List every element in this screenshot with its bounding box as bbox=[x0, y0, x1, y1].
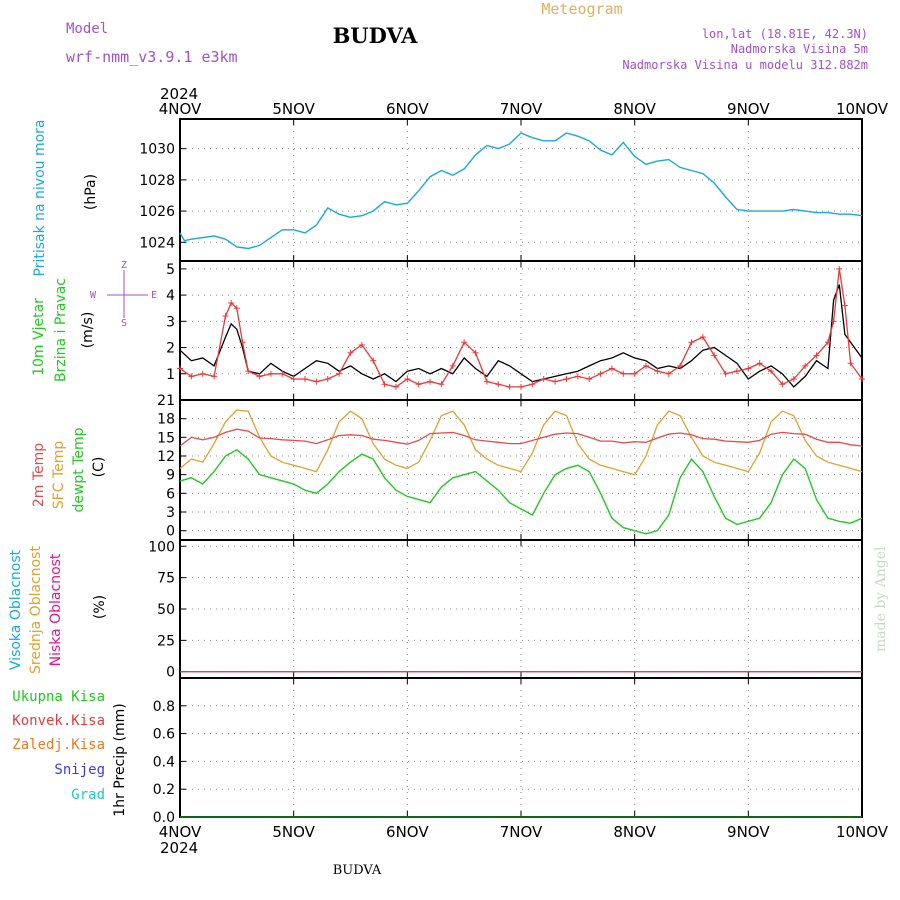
compass-z: Z bbox=[121, 260, 127, 271]
y-tick-label: 12 bbox=[157, 449, 175, 465]
x-tick-label-top: 9NOV bbox=[727, 100, 770, 118]
y-tick-label: 75 bbox=[157, 571, 175, 587]
y-tick-label: 0.8 bbox=[153, 699, 175, 715]
station-title: BUDVA bbox=[333, 23, 419, 48]
x-tick-label-bottom: 9NOV bbox=[727, 823, 770, 841]
dewpt-line bbox=[179, 448, 863, 535]
y-tick-label: 0.2 bbox=[153, 782, 175, 798]
temp-unit: (C) bbox=[91, 457, 107, 478]
x-axis-bottom: 4NOV 5NOV 6NOV 7NOV 8NOV 9NOV 10NOV bbox=[159, 823, 889, 841]
y-tick-label: 3 bbox=[166, 505, 175, 521]
elevation-label: Nadmorska Visina 5m bbox=[731, 42, 868, 56]
pressure-panel: 1024 1026 1028 1030 bbox=[139, 118, 863, 262]
high-cloud-label: Visoka Oblacnost bbox=[8, 549, 24, 670]
mid-cloud-label: Srednja Oblacnost bbox=[28, 546, 44, 674]
wind-compass: Z S E W bbox=[90, 260, 157, 329]
sfc-temp-line bbox=[179, 409, 863, 476]
y-tick-label: 0.4 bbox=[153, 754, 175, 770]
x-tick-label-top: 8NOV bbox=[613, 100, 656, 118]
y-tick-label: 0 bbox=[166, 665, 175, 681]
y-tick-label: 1024 bbox=[139, 235, 175, 251]
x-tick-label-bottom: 5NOV bbox=[272, 823, 315, 841]
gridlines bbox=[180, 261, 862, 400]
y-tick-label: 0 bbox=[166, 524, 175, 540]
temperature-panel: 0 3 6 9 12 15 18 21 bbox=[157, 393, 863, 541]
year-top: 2024 bbox=[160, 85, 198, 103]
product-title: Meteogram bbox=[541, 0, 622, 18]
x-tick-label-bottom: 8NOV bbox=[613, 823, 656, 841]
y-tick-label: 25 bbox=[157, 633, 175, 649]
y-tick-label: 3 bbox=[166, 314, 175, 330]
precip-panel: 0.0 0.2 0.4 0.6 0.8 bbox=[153, 677, 863, 826]
dewpt-label: dewpt Temp bbox=[71, 427, 87, 512]
y-tick-label: 100 bbox=[148, 539, 175, 555]
compass-s: S bbox=[121, 318, 127, 329]
legend-hail: Grad bbox=[71, 787, 105, 803]
y-tick-label: 1 bbox=[166, 367, 175, 383]
x-tick-label-top: 4NOV bbox=[159, 100, 202, 118]
sfc-temp-label: SFC Temp bbox=[51, 441, 67, 510]
legend-snow: Snijeg bbox=[54, 762, 105, 778]
y-tick-label: 4 bbox=[166, 288, 175, 304]
x-tick-label-top: 7NOV bbox=[500, 100, 543, 118]
cloud-unit: (%) bbox=[92, 595, 108, 619]
model-elevation-label: Nadmorska Visina u modelu 312.882m bbox=[622, 58, 868, 72]
panel-frame bbox=[179, 260, 863, 401]
y-tick-label: 6 bbox=[166, 486, 175, 502]
legend-frozen-precip: Zaledj.Kisa bbox=[12, 737, 105, 753]
x-tick-label-top: 10NOV bbox=[836, 100, 889, 118]
y-tick-label: 50 bbox=[157, 602, 175, 618]
temp2m-label: 2m Temp bbox=[31, 443, 47, 507]
gridlines bbox=[180, 678, 862, 817]
pressure-label: Pritisak na nivou mora bbox=[32, 119, 48, 276]
gridlines bbox=[180, 540, 862, 678]
y-tick-label: 2 bbox=[166, 341, 175, 357]
x-tick-label-bottom: 4NOV bbox=[159, 823, 202, 841]
x-tick-label-top: 6NOV bbox=[386, 100, 429, 118]
gridlines bbox=[180, 119, 862, 261]
low-cloud-label: Niska Oblacnost bbox=[48, 553, 64, 666]
y-tick-label: 15 bbox=[157, 430, 175, 446]
gridlines bbox=[180, 400, 862, 540]
wind-unit: (m/s) bbox=[80, 312, 96, 349]
x-tick-label-top: 5NOV bbox=[272, 100, 315, 118]
watermark: made by Angel bbox=[873, 546, 889, 652]
y-tick-label: 0.0 bbox=[153, 810, 175, 826]
panel-frame bbox=[179, 677, 863, 818]
y-tick-label: 5 bbox=[166, 262, 175, 278]
wind-label-2: Brzina i Pravac bbox=[53, 278, 69, 382]
y-tick-label: 21 bbox=[157, 393, 175, 409]
y-tick-label: 1026 bbox=[139, 204, 175, 220]
y-tick-label: 9 bbox=[166, 468, 175, 484]
x-tick-label-bottom: 6NOV bbox=[386, 823, 429, 841]
year-bottom: 2024 bbox=[160, 839, 198, 857]
pressure-line bbox=[179, 132, 863, 250]
wind-panel: 1 2 3 4 5 bbox=[166, 260, 865, 401]
y-tick-label: 0.6 bbox=[153, 727, 175, 743]
y-tick-label: 18 bbox=[157, 412, 175, 428]
precip-unit: 1hr Precip (mm) bbox=[112, 703, 128, 816]
legend-conv-precip: Konvek.Kisa bbox=[12, 713, 105, 729]
wind-speed-model-line bbox=[179, 284, 863, 388]
y-tick-label: 1028 bbox=[139, 173, 175, 189]
wind-label: 10m Vjetar bbox=[31, 298, 47, 376]
model-label: Model bbox=[66, 21, 108, 37]
model-name: wrf-nmm_v3.9.1 e3km bbox=[66, 48, 238, 66]
compass-e: E bbox=[151, 290, 157, 301]
x-tick-label-bottom: 7NOV bbox=[500, 823, 543, 841]
legend-total-precip: Ukupna Kisa bbox=[12, 689, 105, 705]
lonlat-label: lon,lat (18.81E, 42.3N) bbox=[702, 27, 868, 41]
footer-station: BUDVA bbox=[333, 863, 382, 878]
compass-w: W bbox=[90, 290, 97, 301]
pressure-unit: (hPa) bbox=[83, 174, 99, 210]
temp2m-line bbox=[179, 428, 863, 447]
x-axis-top: 4NOV 5NOV 6NOV 7NOV 8NOV 9NOV 10NOV bbox=[159, 100, 889, 118]
y-tick-label: 1030 bbox=[139, 142, 175, 158]
cloud-panel: 0 25 50 75 100 bbox=[148, 539, 863, 681]
x-tick-label-bottom: 10NOV bbox=[836, 823, 889, 841]
panel-frame bbox=[179, 399, 863, 541]
